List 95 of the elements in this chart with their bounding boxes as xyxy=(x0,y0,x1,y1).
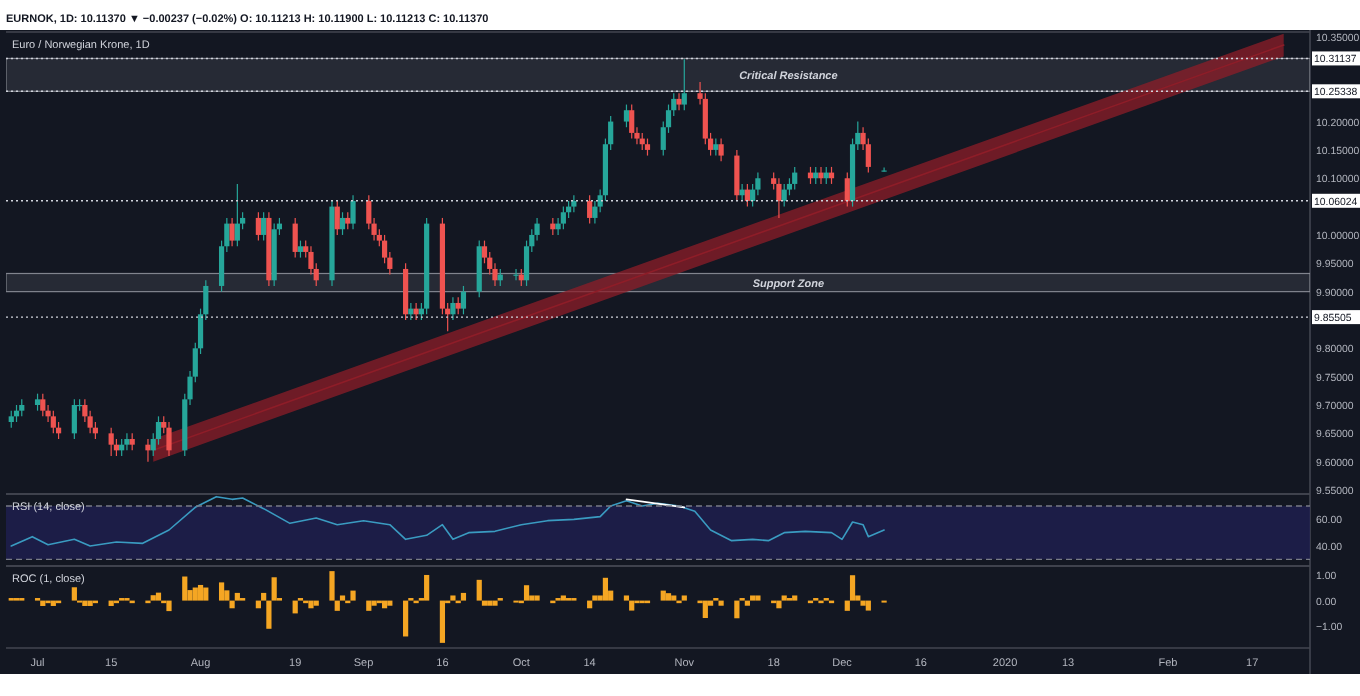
candlestick xyxy=(476,240,482,298)
bar xyxy=(313,600,319,606)
bar xyxy=(334,600,340,611)
bar xyxy=(197,584,204,601)
candlestick xyxy=(781,183,787,208)
candlestick xyxy=(261,211,267,242)
candlestick xyxy=(40,393,46,417)
bar xyxy=(329,571,335,601)
candlestick xyxy=(818,166,824,185)
bar xyxy=(224,590,230,601)
candlestick xyxy=(571,194,577,213)
candlestick xyxy=(513,268,519,281)
bar xyxy=(860,600,866,606)
bar xyxy=(403,600,409,637)
bar xyxy=(271,577,277,601)
candlestick xyxy=(339,211,346,236)
bar xyxy=(523,585,530,601)
candlestick xyxy=(108,427,114,457)
candlestick xyxy=(403,262,409,321)
bar xyxy=(865,600,871,611)
bar xyxy=(166,600,172,612)
bar xyxy=(71,587,77,601)
bar xyxy=(155,592,162,601)
candlestick xyxy=(792,166,798,191)
bar xyxy=(776,600,782,609)
bar xyxy=(350,590,356,601)
candlestick xyxy=(255,211,261,242)
bar xyxy=(366,600,372,611)
candlestick xyxy=(560,206,566,230)
bar xyxy=(218,582,225,601)
bar xyxy=(481,600,488,606)
bar xyxy=(229,600,235,609)
candlestick xyxy=(229,217,235,247)
bar xyxy=(702,600,708,619)
candlestick xyxy=(124,432,130,451)
candlestick xyxy=(623,103,630,128)
bar xyxy=(602,577,609,601)
bar xyxy=(750,595,756,601)
bar xyxy=(734,600,740,619)
bar xyxy=(292,600,298,614)
candlestick xyxy=(292,217,298,259)
bar xyxy=(192,587,198,601)
bar xyxy=(792,595,798,601)
bar xyxy=(671,595,677,601)
candlestick xyxy=(681,58,687,111)
candlestick xyxy=(71,398,77,440)
candlestick xyxy=(881,166,887,172)
bar xyxy=(476,579,482,601)
bar xyxy=(660,590,666,601)
candlestick xyxy=(718,137,724,162)
bar xyxy=(261,592,267,601)
candlestick xyxy=(844,171,850,208)
bar xyxy=(849,575,856,601)
candlestick xyxy=(734,149,740,202)
bar xyxy=(234,592,240,601)
bar xyxy=(266,600,272,629)
bar xyxy=(439,600,446,643)
bar xyxy=(339,595,346,601)
bar xyxy=(755,595,761,601)
bar xyxy=(492,600,498,606)
candlestick xyxy=(334,200,340,236)
bar xyxy=(450,595,456,601)
bar xyxy=(371,600,377,606)
bar xyxy=(718,600,724,606)
bar xyxy=(629,600,635,611)
bar xyxy=(623,595,630,601)
bar xyxy=(560,595,566,601)
candlestick xyxy=(350,194,356,230)
line-series xyxy=(10,495,885,547)
bar xyxy=(681,595,687,601)
bar xyxy=(424,574,430,601)
bar xyxy=(781,595,787,601)
candlestick xyxy=(450,296,456,321)
candlestick xyxy=(629,103,635,140)
candlestick xyxy=(145,438,151,463)
candlestick xyxy=(776,177,782,219)
bar xyxy=(203,587,209,601)
bar xyxy=(665,593,672,601)
bar xyxy=(460,592,467,601)
bar xyxy=(487,600,493,606)
bar xyxy=(592,595,598,601)
candlestick xyxy=(166,421,172,457)
candlestick xyxy=(587,194,593,225)
bar xyxy=(844,600,850,611)
bar xyxy=(744,600,750,606)
candlestick xyxy=(676,92,682,111)
candlestick xyxy=(50,410,56,434)
bar xyxy=(308,600,314,609)
bar xyxy=(150,595,156,601)
bar xyxy=(534,595,540,601)
bar xyxy=(387,600,393,606)
candlestick xyxy=(234,183,240,247)
candlestick xyxy=(460,285,467,315)
bar xyxy=(182,576,188,601)
candlestick xyxy=(744,183,750,208)
